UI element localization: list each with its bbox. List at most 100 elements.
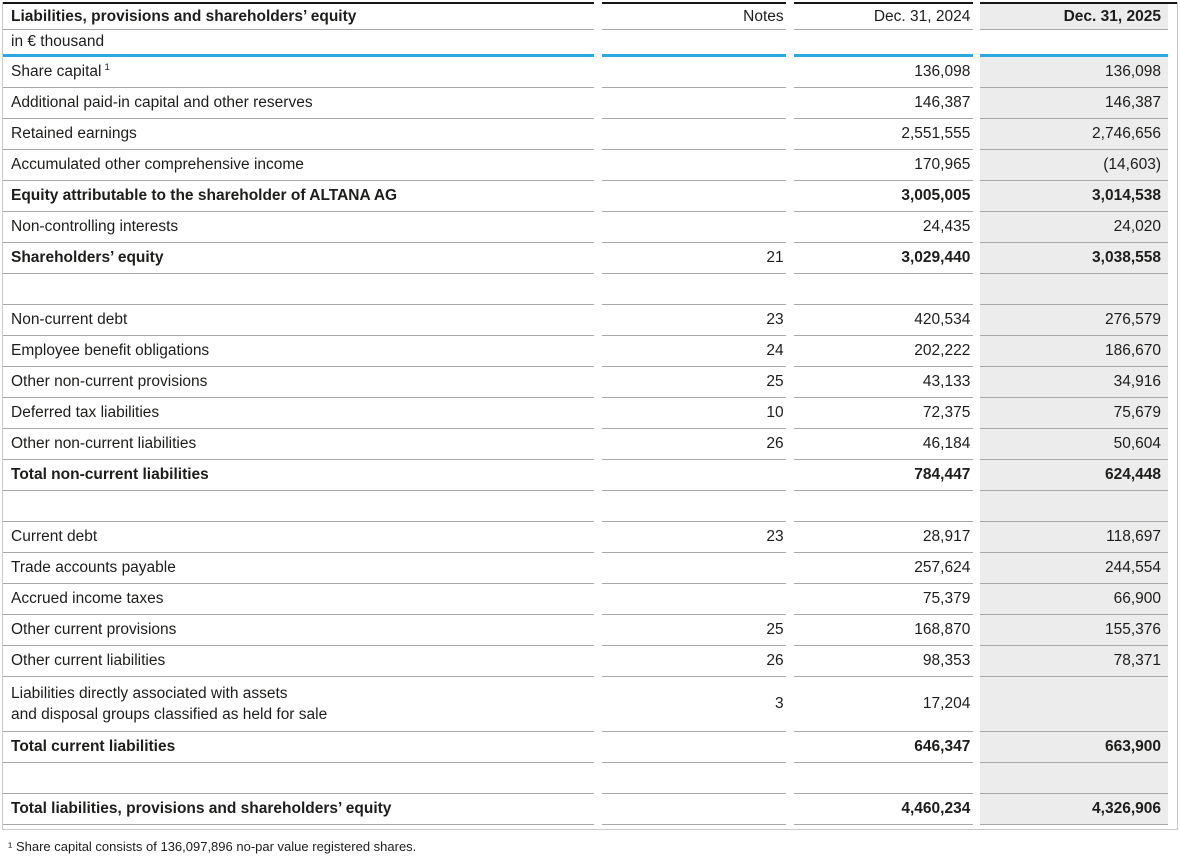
row-label: Non-current debt — [3, 305, 594, 336]
unit-row: in € thousand — [3, 30, 1177, 57]
table-row: Retained earnings 2,551,555 2,746,656 — [3, 119, 1177, 150]
row-notes — [601, 460, 786, 491]
column-gutter — [594, 2, 602, 30]
row-label: Accrued income taxes — [3, 584, 594, 615]
row-label: Total non-current liabilities — [3, 460, 594, 491]
column-gutter — [973, 57, 980, 88]
row-label: Total current liabilities — [3, 732, 594, 763]
table-right-margin — [1168, 181, 1177, 212]
row-label: Liabilities directly associated with ass… — [3, 677, 594, 732]
column-header-2025: Dec. 31, 2025 — [980, 2, 1168, 30]
row-notes — [601, 584, 786, 615]
column-gutter — [594, 398, 602, 429]
row-label: Accumulated other comprehensive income — [3, 150, 594, 181]
row-value-2024: 170,965 — [793, 150, 974, 181]
column-gutter — [594, 491, 602, 522]
column-gutter — [786, 305, 794, 336]
column-gutter — [786, 584, 794, 615]
column-gutter — [786, 336, 794, 367]
column-gutter — [973, 460, 980, 491]
column-gutter — [594, 150, 602, 181]
column-gutter — [973, 274, 980, 305]
row-value-2024: 257,624 — [793, 553, 974, 584]
row-value-2025: 244,554 — [980, 553, 1168, 584]
spacer-row — [3, 763, 1177, 794]
column-gutter — [973, 429, 980, 460]
column-gutter — [594, 181, 602, 212]
table-right-margin — [1168, 305, 1177, 336]
row-label-text: Deferred tax liabilities — [11, 404, 160, 421]
column-gutter — [973, 522, 980, 553]
row-label-text: Total current liabilities — [11, 738, 176, 755]
column-gutter — [973, 367, 980, 398]
table-row: Equity attributable to the shareholder o… — [3, 181, 1177, 212]
column-gutter — [594, 615, 602, 646]
table-row: Additional paid-in capital and other res… — [3, 88, 1177, 119]
column-gutter — [973, 243, 980, 274]
row-notes: 23 — [601, 522, 786, 553]
table-row: Shareholders’ equity 21 3,029,440 3,038,558 — [3, 243, 1177, 274]
column-gutter — [973, 646, 980, 677]
table-right-margin — [1168, 367, 1177, 398]
row-notes: 26 — [601, 429, 786, 460]
table-row: Employee benefit obligations 24 202,222 186… — [3, 336, 1177, 367]
row-value-2024: 17,204 — [793, 677, 974, 732]
column-gutter — [973, 763, 980, 794]
row-value-2025: 75,679 — [980, 398, 1168, 429]
table-right-margin — [1168, 2, 1177, 30]
column-gutter — [786, 274, 794, 305]
row-notes — [601, 57, 786, 88]
column-gutter — [786, 119, 794, 150]
row-label: Total liabilities, provisions and shareh… — [3, 794, 594, 825]
table-row: Deferred tax liabilities 10 72,375 75,679 — [3, 398, 1177, 429]
column-gutter — [594, 57, 602, 88]
table-right-margin — [1168, 212, 1177, 243]
row-label-text: Other non-current provisions — [11, 373, 208, 390]
row-label-text: Other current liabilities — [11, 652, 166, 669]
table-right-margin — [1168, 522, 1177, 553]
column-gutter — [786, 398, 794, 429]
unit-row-notes-cell — [601, 30, 786, 57]
row-label-text: Current debt — [11, 528, 98, 545]
column-gutter — [594, 336, 602, 367]
row-label: Trade accounts payable — [3, 553, 594, 584]
row-value-2024: 146,387 — [793, 88, 974, 119]
column-gutter — [594, 212, 602, 243]
column-gutter — [594, 30, 602, 57]
column-gutter — [786, 615, 794, 646]
row-value-2024: 3,005,005 — [793, 181, 974, 212]
column-gutter — [973, 119, 980, 150]
column-gutter — [786, 2, 794, 30]
column-gutter — [973, 305, 980, 336]
table-row: Share capital 1 136,098 136,098 — [3, 57, 1177, 88]
row-value-2024: 98,353 — [793, 646, 974, 677]
row-label-text: Non-controlling interests — [11, 218, 179, 235]
row-label-text: Total liabilities, provisions and shareh… — [11, 800, 392, 817]
column-gutter — [786, 553, 794, 584]
table-right-margin — [1168, 584, 1177, 615]
row-value-2025: 624,448 — [980, 460, 1168, 491]
row-value-2025: 4,326,906 — [980, 794, 1168, 825]
table-right-margin — [1168, 732, 1177, 763]
table-row: Other non-current liabilities 26 46,184 50,… — [3, 429, 1177, 460]
row-value-2025 — [980, 274, 1168, 305]
column-gutter — [594, 646, 602, 677]
row-notes: 21 — [601, 243, 786, 274]
column-gutter — [973, 794, 980, 825]
table-row: Non-controlling interests 24,435 24,020 — [3, 212, 1177, 243]
row-label: Other current liabilities — [3, 646, 594, 677]
table-row: Total current liabilities 646,347 663,900 — [3, 732, 1177, 763]
row-label-text: Total non-current liabilities — [11, 466, 209, 483]
unit-label: in € thousand — [3, 30, 594, 57]
column-gutter — [973, 553, 980, 584]
row-label: Other current provisions — [3, 615, 594, 646]
row-notes: 10 — [601, 398, 786, 429]
column-gutter — [594, 584, 602, 615]
column-gutter — [786, 794, 794, 825]
row-value-2025 — [980, 677, 1168, 732]
row-value-2025: 155,376 — [980, 615, 1168, 646]
row-value-2025: 276,579 — [980, 305, 1168, 336]
column-gutter — [786, 212, 794, 243]
table-title: Liabilities, provisions and shareholders… — [3, 2, 594, 30]
